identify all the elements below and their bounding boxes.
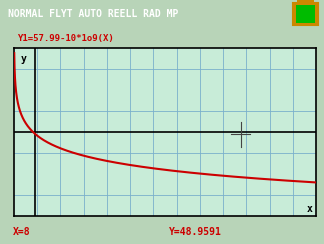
Bar <box>293 3 318 25</box>
Text: Y=48.9591: Y=48.9591 <box>168 227 221 237</box>
Bar <box>297 0 314 3</box>
Text: NORMAL FLYT AUTO REELL RAD MP: NORMAL FLYT AUTO REELL RAD MP <box>8 9 179 19</box>
Text: y: y <box>20 54 26 64</box>
Bar <box>296 5 315 23</box>
Text: X=8: X=8 <box>13 227 30 237</box>
Text: x: x <box>307 204 313 214</box>
Text: Y1=57.99-10*1o9(X): Y1=57.99-10*1o9(X) <box>17 34 114 43</box>
